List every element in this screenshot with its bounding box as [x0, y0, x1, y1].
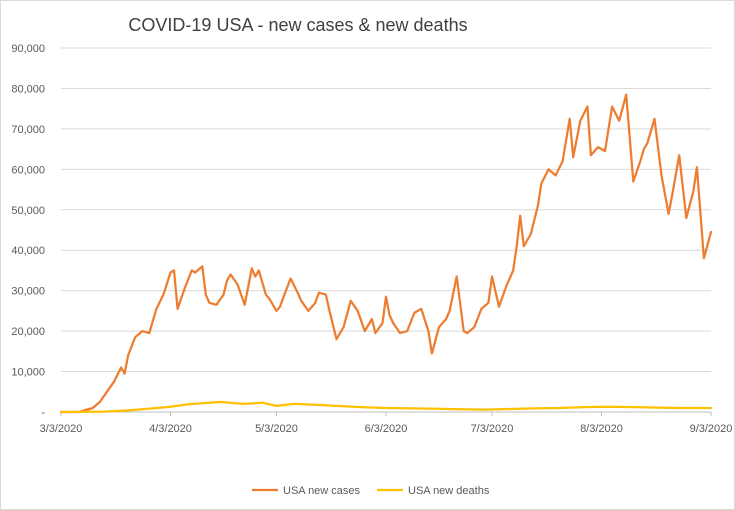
- x-tick-label: 8/3/2020: [580, 423, 623, 435]
- x-tick-label: 4/3/2020: [149, 423, 192, 435]
- x-tick-label: 6/3/2020: [365, 423, 408, 435]
- y-tick-label: 60,000: [11, 164, 45, 176]
- y-tick-label: 30,000: [11, 286, 45, 298]
- series-lines: [59, 93, 713, 414]
- y-axis: - 10,000 20,000 30,000 40,000 50,000 60,000 70,…: [11, 43, 45, 419]
- y-tick-label: 80,000: [11, 83, 45, 95]
- legend-label-new-cases: USA new cases: [283, 485, 361, 497]
- y-tick-label: 90,000: [11, 43, 45, 55]
- x-tick-label: 9/3/2020: [690, 423, 733, 435]
- chart-title: COVID-19 USA - new cases & new deaths: [128, 15, 467, 35]
- legend-label-new-deaths: USA new deaths: [408, 485, 490, 497]
- x-axis: 3/3/2020 4/3/2020 5/3/2020 6/3/2020 7/3/2020…: [40, 411, 733, 435]
- y-tick-label: 20,000: [11, 326, 45, 338]
- y-tick-label: 50,000: [11, 205, 45, 217]
- y-tick-label: 70,000: [11, 124, 45, 136]
- legend: USA new cases USA new deaths: [252, 485, 490, 497]
- x-tick-label: 7/3/2020: [471, 423, 514, 435]
- y-tick-label: 10,000: [11, 367, 45, 379]
- y-tick-label: 40,000: [11, 245, 45, 257]
- x-tick-label: 5/3/2020: [255, 423, 298, 435]
- y-tick-label: -: [41, 407, 45, 419]
- series-line-new-deaths: [59, 400, 713, 414]
- gridlines: [61, 47, 711, 373]
- x-tick-label: 3/3/2020: [40, 423, 83, 435]
- series-line-new-cases: [59, 93, 713, 414]
